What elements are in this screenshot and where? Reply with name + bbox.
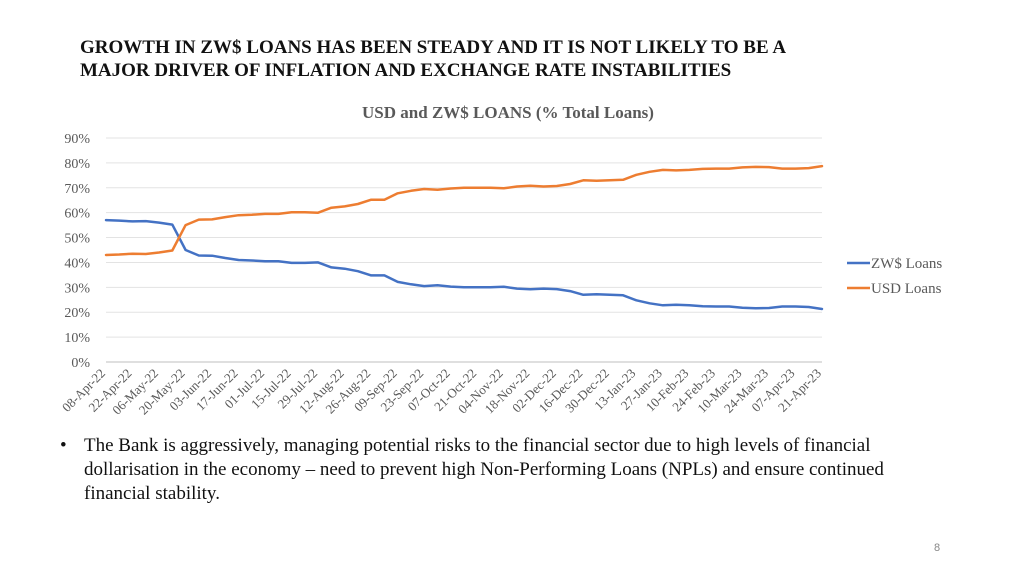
slide-title: GROWTH IN ZW$ LOANS HAS BEEN STEADY AND …: [80, 36, 940, 82]
slide-title-line-1: GROWTH IN ZW$ LOANS HAS BEEN STEADY AND …: [80, 37, 787, 58]
page-number: 8: [934, 542, 941, 554]
bullet-point: • The Bank is aggressively, managing pot…: [60, 434, 940, 506]
legend: ZW$ Loans USD Loans: [847, 256, 942, 297]
x-axis-ticks: 08-Apr-2222-Apr-2206-May-2220-May-2203-J…: [59, 366, 824, 418]
legend-label: USD Loans: [871, 281, 942, 297]
y-tick-label: 0%: [71, 356, 90, 371]
bullet-text: The Bank is aggressively, managing poten…: [84, 435, 884, 504]
y-tick-label: 70%: [64, 182, 90, 197]
bullet-marker: •: [60, 435, 67, 456]
chart-title: USD and ZW$ LOANS (% Total Loans): [362, 103, 654, 122]
series-line-usd-loans: [104, 164, 824, 257]
y-tick-label: 90%: [64, 132, 90, 147]
y-tick-label: 80%: [64, 157, 90, 172]
y-tick-label: 30%: [64, 281, 90, 296]
series-lines: [104, 164, 824, 311]
y-tick-label: 40%: [64, 256, 90, 271]
y-axis-ticks: 0% 10% 20% 30% 40% 50% 60% 70% 80% 90%: [64, 132, 90, 371]
gridlines: [106, 137, 822, 363]
y-tick-label: 50%: [64, 232, 90, 247]
y-tick-label: 10%: [64, 331, 90, 346]
series-line-zw-loans: [104, 218, 824, 311]
line-chart: USD and ZW$ LOANS (% Total Loans) 0% 10% 2…: [59, 103, 943, 418]
y-tick-label: 20%: [64, 306, 90, 321]
y-tick-label: 60%: [64, 207, 90, 222]
slide-title-line-2: MAJOR DRIVER OF INFLATION AND EXCHANGE R…: [80, 60, 732, 81]
legend-label: ZW$ Loans: [871, 256, 942, 272]
